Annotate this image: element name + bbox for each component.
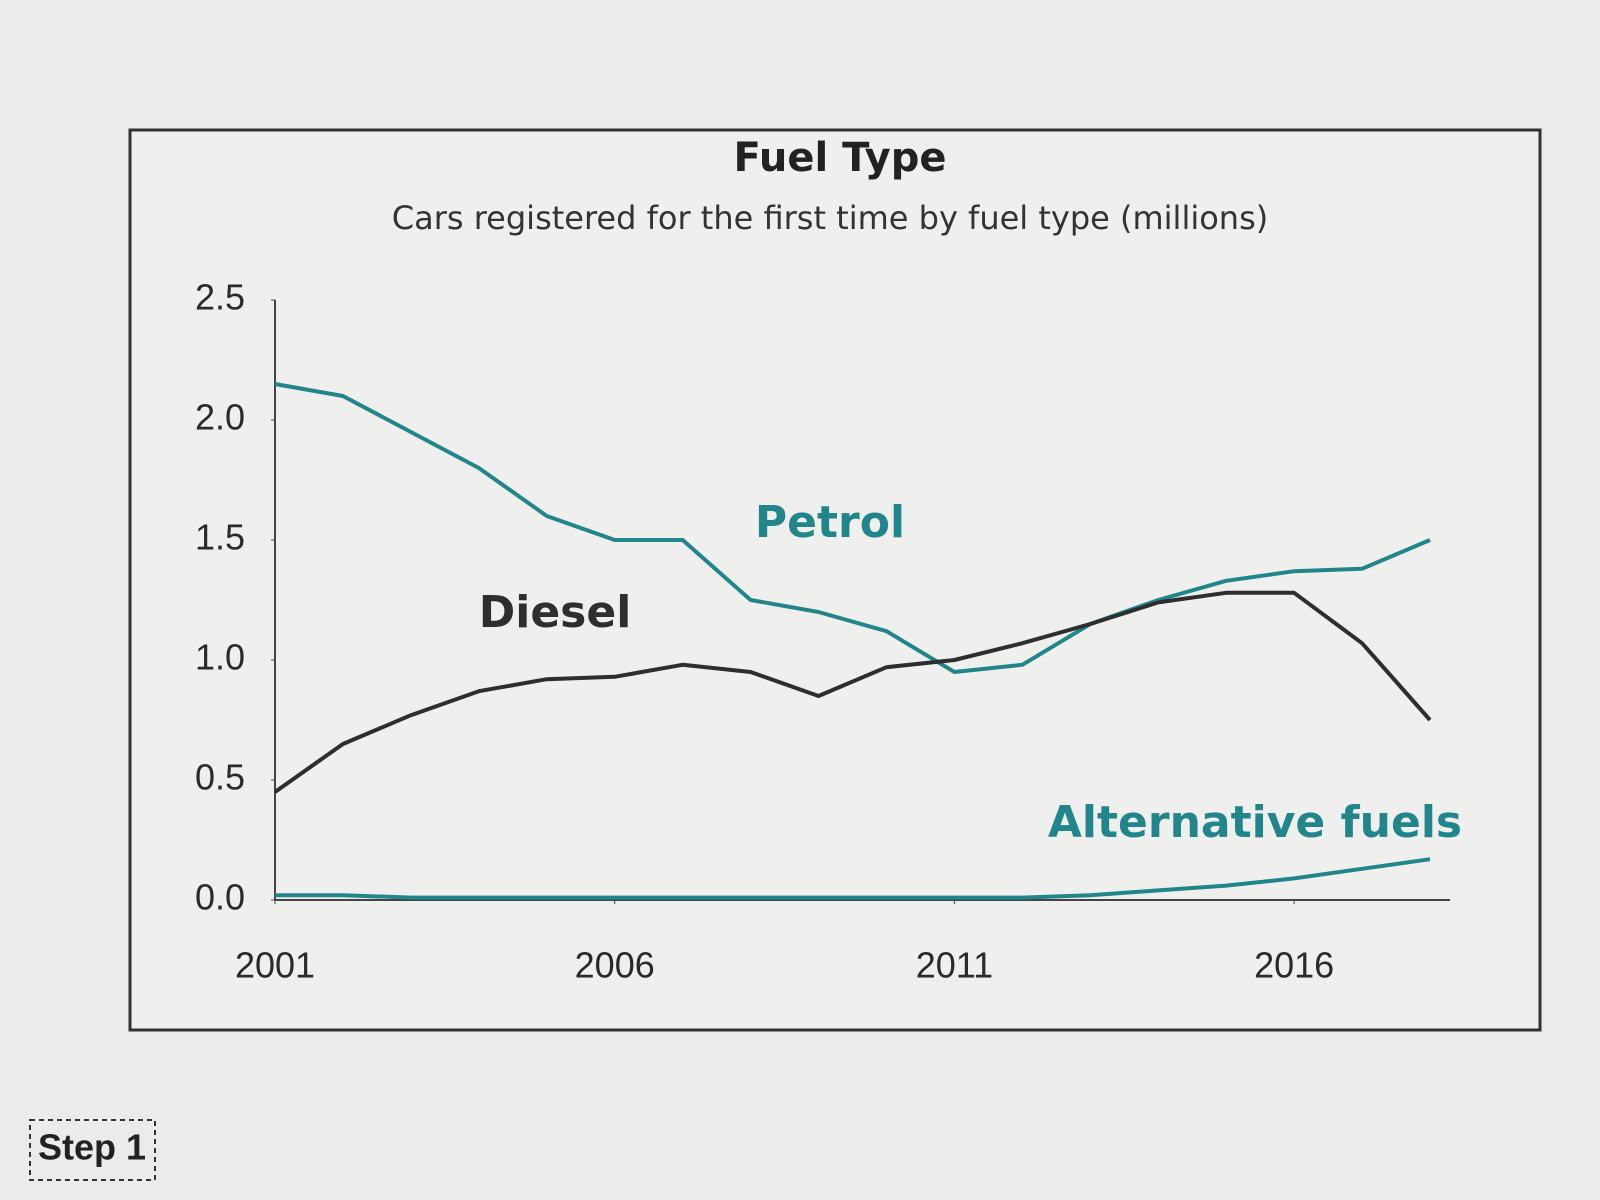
y-tick-label: 2.0 [195, 397, 245, 438]
x-tick-label: 2006 [575, 945, 655, 986]
y-tick-label: 0.5 [195, 757, 245, 798]
x-tick-label: 2011 [916, 945, 993, 986]
series-label: Petrol [755, 497, 905, 548]
y-tick-label: 1.5 [195, 517, 245, 558]
step-label: Step 1 [38, 1127, 146, 1168]
series-line [274, 382, 1431, 674]
series-label: Alternative fuels [1048, 797, 1462, 848]
series-line [273, 590, 1432, 794]
chart-subtitle: Cars registered for the first time by fu… [392, 199, 1268, 237]
x-tick-label: 2001 [235, 945, 315, 986]
chart-frame [128, 128, 1542, 1032]
series-label: Diesel [479, 587, 632, 638]
y-tick-label: 1.0 [195, 637, 245, 678]
chart-title: Fuel Type [734, 135, 947, 181]
step-box [29, 1119, 156, 1181]
x-tick-label: 2016 [1254, 945, 1334, 986]
y-tick-label: 2.5 [195, 277, 245, 318]
y-tick-label: 0.0 [195, 877, 245, 918]
series-line [275, 857, 1431, 900]
